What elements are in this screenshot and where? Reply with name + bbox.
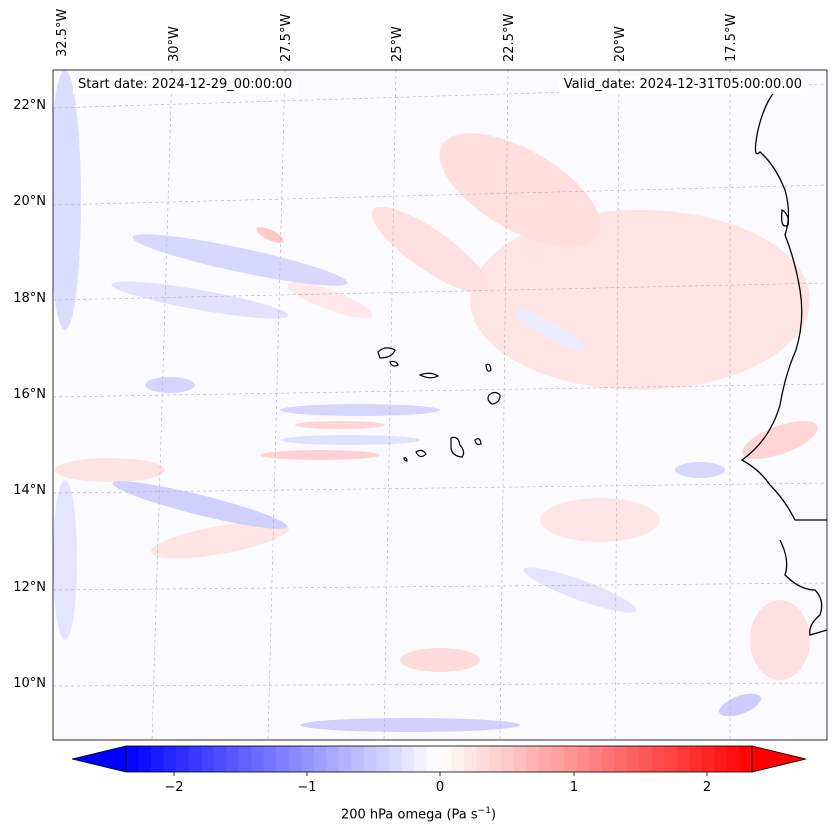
colorbar-cell (388, 746, 402, 772)
start-date-label: Start date: 2024-12-29_00:00:00 (73, 76, 298, 94)
lat-tick-label: 10°N (13, 676, 46, 691)
colorbar-cell (564, 746, 578, 772)
colorbar-cell (464, 746, 478, 772)
colorbar-cell (126, 746, 140, 772)
colorbar-cell (151, 746, 165, 772)
coastline (740, 84, 828, 636)
colorbar-cell (651, 746, 665, 772)
lon-tick-label: 25°W (390, 26, 405, 62)
colorbar-cell (351, 746, 365, 772)
valid-date-label: Valid_date: 2024-12-31T05:00:00.00 (558, 76, 807, 94)
lon-tick-label: 27.5°W (279, 13, 294, 62)
colorbar-cell (601, 746, 615, 772)
colorbar-tick-label: 0 (435, 780, 445, 795)
lat-tick-label: 14°N (13, 483, 46, 498)
colorbar-cell (514, 746, 528, 772)
colorbar-cell (338, 746, 352, 772)
lat-tick-label: 18°N (13, 291, 46, 306)
colorbar-cell (739, 746, 753, 772)
lon-tick-label: 30°W (167, 26, 182, 62)
colorbar-cell (676, 746, 690, 772)
colorbar-cell (188, 746, 202, 772)
colorbar-cell (451, 746, 465, 772)
colorbar-tick-label: 1 (569, 780, 579, 795)
colorbar-cell (226, 746, 240, 772)
colorbar-max-extend (751, 745, 807, 773)
colorbar-title: 200 hPa omega (Pa s−1) (340, 806, 497, 823)
colorbar-cell (251, 746, 265, 772)
lon-tick-label: 17.5°W (724, 13, 739, 62)
colorbar-cell (301, 746, 315, 772)
colorbar-tick-label: −1 (297, 780, 317, 795)
colorbar-cell (288, 746, 302, 772)
colorbar-cell (263, 746, 277, 772)
colorbar-cell (238, 746, 252, 772)
colorbar-cell (714, 746, 728, 772)
colorbar-cell (276, 746, 290, 772)
colorbar-cell (589, 746, 603, 772)
colorbar-cell (413, 746, 427, 772)
colorbar-cell (401, 746, 415, 772)
colorbar-cell (539, 746, 553, 772)
colorbar-cell (163, 746, 177, 772)
colorbar-cell (726, 746, 740, 772)
colorbar-cell (576, 746, 590, 772)
colorbar-cell (476, 746, 490, 772)
colorbar-cell (313, 746, 327, 772)
lat-tick-label: 16°N (13, 387, 46, 402)
colorbar (126, 746, 753, 772)
colorbar-tick-marks (173, 772, 708, 776)
colorbar-tick-label: 2 (702, 780, 712, 795)
map-background (53, 70, 827, 740)
colorbar-cell (639, 746, 653, 772)
colorbar-cell (526, 746, 540, 772)
colorbar-cell (213, 746, 227, 772)
colorbar-cell (551, 746, 565, 772)
colorbar-cell (201, 746, 215, 772)
colorbar-tick-label: −2 (164, 780, 184, 795)
colorbar-cell (439, 746, 453, 772)
colorbar-cell (326, 746, 340, 772)
lon-tick-label: 20°W (613, 26, 628, 62)
colorbar-cell (138, 746, 152, 772)
lat-tick-label: 22°N (13, 98, 46, 113)
colorbar-cell (626, 746, 640, 772)
lat-tick-label: 20°N (13, 194, 46, 209)
omega-field (53, 70, 818, 732)
colorbar-cell (701, 746, 715, 772)
colorbar-cell (363, 746, 377, 772)
colorbar-cell (489, 746, 503, 772)
colorbar-cell (376, 746, 390, 772)
lat-tick-label: 12°N (13, 580, 46, 595)
colorbar-min-extend (71, 745, 127, 773)
colorbar-cell (176, 746, 190, 772)
colorbar-cell (664, 746, 678, 772)
colorbar-cell (501, 746, 515, 772)
cape-verde-islands (377, 347, 501, 462)
colorbar-cell (614, 746, 628, 772)
colorbar-frame (125, 745, 753, 773)
graticule (52, 69, 828, 741)
map-frame (52, 69, 828, 741)
lon-tick-label: 32.5°W (55, 8, 70, 57)
colorbar-cell (689, 746, 703, 772)
colorbar-cell (426, 746, 440, 772)
lon-tick-label: 22.5°W (502, 13, 517, 62)
